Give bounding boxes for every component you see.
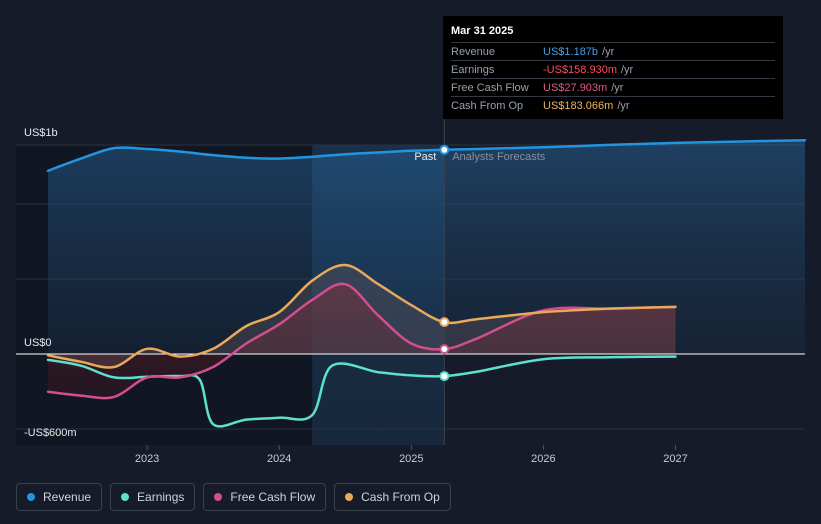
cash-from-op-area [48,264,676,368]
tooltip-value: US$27.903m [543,81,608,94]
tooltip-label: Free Cash Flow [451,81,529,94]
legend-dot-icon [27,493,35,501]
legend-item-revenue[interactable]: Revenue [16,483,103,511]
marker-free-cash-flow [439,344,450,355]
tooltip-label: Earnings [451,63,495,76]
tooltip-label: Cash From Op [451,99,524,112]
legend-item-free-cash-flow[interactable]: Free Cash Flow [203,483,327,511]
marker-cash-from-op [439,317,450,328]
legend-item-earnings[interactable]: Earnings [110,483,196,511]
y-label-bottom: -US$600m [24,427,77,439]
tooltip-label: Revenue [451,45,496,58]
tooltip-value: US$183.066m [543,99,614,112]
legend-label: Free Cash Flow [230,490,316,504]
tooltip-unit: /yr [611,81,624,94]
tooltip-row-earnings: Earnings -US$158.930m/yr [451,60,775,78]
x-tick-label: 2026 [531,453,555,465]
x-tick-label: 2023 [135,453,159,465]
legend-dot-icon [214,493,223,501]
tooltip-value: -US$158.930m [543,63,617,76]
tooltip-unit: /yr [602,45,615,58]
legend: Revenue Earnings Free Cash Flow Cash From O… [16,483,451,511]
tooltip-row-revenue: Revenue US$1.187b/yr [451,42,775,60]
legend-dot-icon [345,493,354,501]
legend-label: Revenue [43,490,92,504]
revenue-area [48,140,805,354]
y-label-top: US$1b [24,127,58,139]
marker-revenue [439,144,450,155]
x-tick-label: 2027 [663,453,687,465]
forecast-label: Analysts Forecasts [452,151,545,163]
tooltip-value: US$1.187b [543,45,599,58]
legend-item-cash-from-op[interactable]: Cash From Op [334,483,451,511]
legend-dot-icon [121,493,130,501]
tooltip-unit: /yr [617,99,630,112]
series-line-revenue [46,138,807,173]
series-line-free-cash-flow [46,282,677,400]
x-tick-label: 2024 [267,453,291,465]
x-tick-label: 2025 [399,453,423,465]
tooltip-row-cash-from-op: Cash From Op US$183.066m/yr [451,96,775,114]
past-label: Past [414,151,436,163]
legend-label: Cash From Op [361,490,440,504]
tooltip-unit: /yr [621,63,634,76]
series-line-cash-from-op [46,263,677,369]
tooltip-panel: Mar 31 2025 Revenue US$1.187b/yr Earnings -… [443,16,783,119]
legend-label: Earnings [137,490,185,504]
tooltip-date: Mar 31 2025 [451,25,514,37]
y-label-zero: US$0 [24,337,52,349]
tooltip-row-free-cash-flow: Free Cash Flow US$27.903m/yr [451,78,775,96]
marker-earnings [439,371,450,382]
